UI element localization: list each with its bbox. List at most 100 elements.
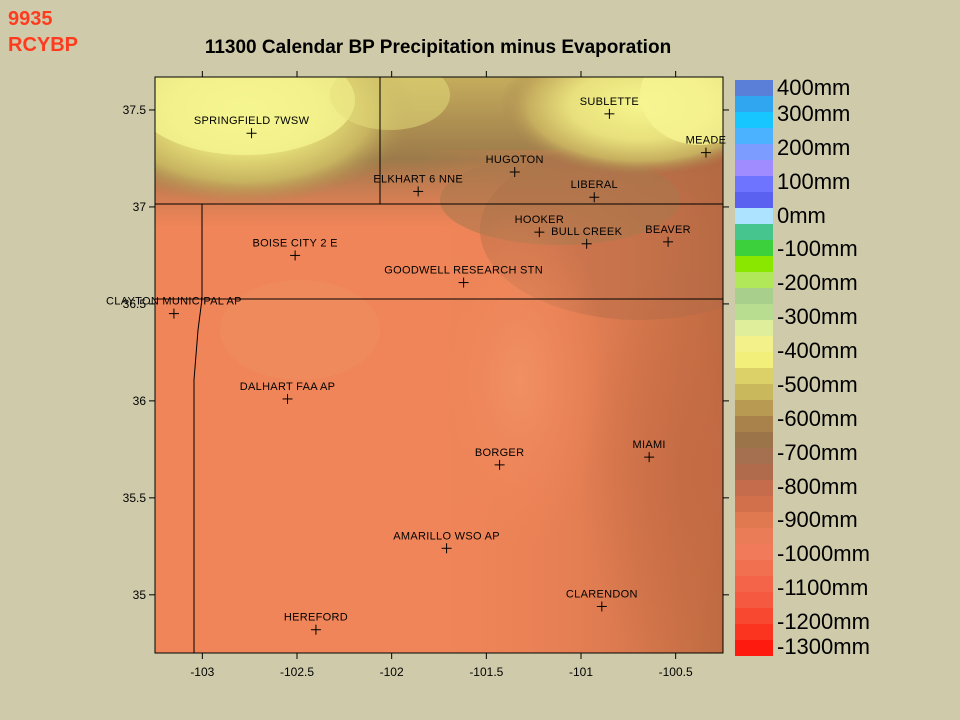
station-marker: ELKHART 6 NNE [373, 173, 463, 197]
legend-swatch [735, 96, 773, 113]
station-label: HOOKER [515, 214, 564, 226]
legend-swatch [735, 624, 773, 641]
map-title: 11300 Calendar BP Precipitation minus Ev… [204, 37, 672, 58]
y-tick-label: 35 [133, 588, 147, 602]
contour-field [155, 77, 723, 653]
legend-label: 0mm [777, 202, 826, 228]
y-tick-label: 37 [133, 200, 147, 214]
station-marker: SUBLETTE [580, 96, 639, 119]
legend-swatch [735, 400, 773, 417]
legend-swatch [735, 352, 773, 369]
legend-swatch [735, 592, 773, 609]
legend-swatch [735, 544, 773, 561]
legend-swatch [735, 640, 773, 656]
station-label: CLARENDON [566, 588, 638, 600]
station-marker: HOOKER [515, 214, 564, 238]
station-marker: SPRINGFIELD 7WSW [194, 115, 310, 139]
x-tick-label: -103 [190, 665, 214, 679]
station-label: BULL CREEK [551, 226, 622, 238]
legend-swatch [735, 192, 773, 209]
legend-swatch [735, 80, 773, 97]
legend-label: -800mm [777, 473, 858, 499]
station-label: SUBLETTE [580, 96, 639, 108]
stations-layer: SPRINGFIELD 7WSW SUBLETTE MEADE HUGOTON ELKH… [106, 96, 726, 635]
legend-swatch [735, 416, 773, 433]
legend-swatch [735, 496, 773, 513]
legend-color-bar [735, 80, 773, 656]
time-label-unit: RCYBP [8, 34, 79, 56]
legend-swatch [735, 608, 773, 625]
legend-swatch [735, 112, 773, 129]
station-label: CLAYTON MUNICIPAL AP [106, 296, 242, 308]
legend-swatch [735, 384, 773, 401]
legend-swatch [735, 320, 773, 337]
legend-label: -100mm [777, 236, 858, 262]
legend-swatch [735, 336, 773, 353]
legend-swatch [735, 368, 773, 385]
y-tick-label: 37.5 [123, 103, 147, 117]
legend-label: 300mm [777, 100, 851, 126]
station-marker: BOISE CITY 2 E [252, 237, 337, 261]
legend-label: -500mm [777, 371, 858, 397]
station-label: ELKHART 6 NNE [373, 173, 463, 185]
station-label: MEADE [686, 135, 727, 147]
legend-swatch [735, 432, 773, 449]
legend-label: -1300mm [777, 634, 870, 659]
legend-swatch [735, 448, 773, 465]
legend-label: -400mm [777, 338, 858, 364]
legend-label: -700mm [777, 439, 858, 465]
legend-swatch [735, 480, 773, 497]
station-marker: BEAVER [645, 224, 691, 247]
legend-swatch [735, 528, 773, 545]
legend-swatch [735, 224, 773, 241]
legend-swatch [735, 272, 773, 289]
station-label: SPRINGFIELD 7WSW [194, 115, 310, 127]
legend-swatch [735, 176, 773, 193]
x-tick-label: -102.5 [280, 665, 314, 679]
station-label: DALHART FAA AP [240, 381, 336, 393]
y-tick-label: 35.5 [123, 491, 147, 505]
legend-swatch [735, 304, 773, 321]
station-marker: LIBERAL [571, 179, 618, 203]
legend-swatch [735, 256, 773, 273]
x-tick-label: -100.5 [659, 665, 693, 679]
station-marker: BULL CREEK [551, 226, 622, 249]
time-label-value: 9935 [8, 8, 53, 30]
time-label: 9935 RCYBP [8, 6, 78, 58]
y-tick-label: 36 [133, 394, 147, 408]
station-marker: HEREFORD [284, 612, 348, 635]
legend-swatch [735, 208, 773, 225]
legend-swatch [735, 240, 773, 257]
station-marker: CLARENDON [566, 588, 638, 612]
y-tick-label: 36.5 [123, 297, 147, 311]
station-marker: AMARILLO WSO AP [393, 530, 500, 554]
x-tick-label: -101.5 [469, 665, 503, 679]
legend-label: 400mm [777, 75, 851, 100]
legend-swatch [735, 464, 773, 481]
station-marker: HUGOTON [486, 154, 544, 178]
station-label: LIBERAL [571, 179, 618, 191]
station-label: MIAMI [633, 439, 666, 451]
legend-swatch [735, 512, 773, 529]
station-label: HUGOTON [486, 154, 544, 166]
station-label: GOODWELL RESEARCH STN [384, 265, 543, 277]
legend-swatch [735, 576, 773, 593]
legend-swatch [735, 144, 773, 161]
legend-label: -1000mm [777, 541, 870, 567]
station-marker: MIAMI [633, 439, 666, 463]
station-label: AMARILLO WSO AP [393, 530, 500, 542]
station-label: BORGER [475, 447, 524, 459]
legend-label: -900mm [777, 507, 858, 533]
legend-swatch [735, 160, 773, 177]
x-tick-label: -102 [380, 665, 404, 679]
station-label: BOISE CITY 2 E [252, 237, 337, 249]
legend-swatch [735, 288, 773, 305]
state-boundaries [155, 77, 723, 653]
station-marker: BORGER [475, 447, 524, 470]
station-marker: GOODWELL RESEARCH STN [384, 265, 543, 288]
legend-label: -300mm [777, 304, 858, 330]
station-marker: MEADE [686, 135, 727, 158]
x-tick-label: -101 [569, 665, 593, 679]
legend-label: 100mm [777, 168, 851, 194]
